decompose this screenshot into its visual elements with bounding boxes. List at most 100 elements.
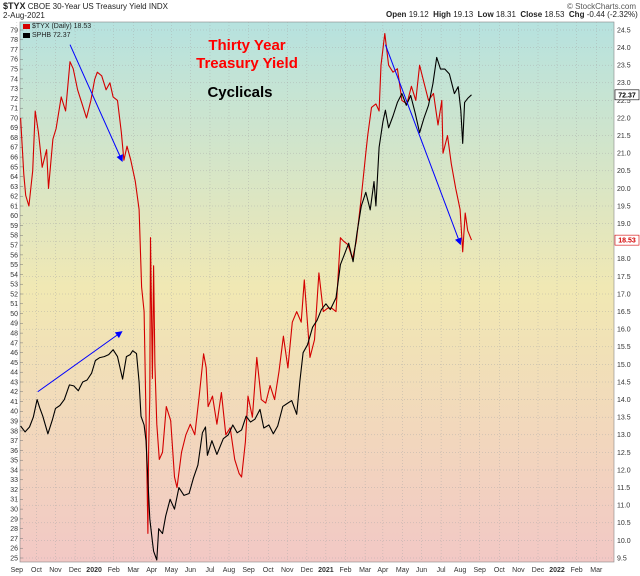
x-tick-label: Dec	[69, 567, 82, 574]
x-tick-label: Nov	[49, 567, 62, 574]
left-tick-label: 30	[10, 507, 18, 514]
open-value: 19.12	[408, 10, 429, 19]
x-tick-label: Mar	[359, 567, 372, 574]
tyx-last-value-tag-label: 18.53	[618, 238, 636, 245]
left-tick-label: 69	[10, 125, 18, 132]
right-tick-label: 11.0	[617, 503, 630, 510]
trend-arrow-head	[116, 154, 123, 162]
right-tick-label: 22.5	[617, 98, 631, 105]
y-grid	[20, 29, 614, 559]
high-label: High	[433, 10, 451, 19]
left-tick-label: 32	[10, 487, 18, 494]
left-tick-label: 54	[10, 272, 18, 279]
x-tick-label: Sep	[474, 567, 487, 574]
x-tick-label: Jul	[206, 567, 215, 574]
left-tick-label: 40	[10, 409, 18, 416]
x-tick-label: Mar	[590, 567, 603, 574]
left-tick-label: 42	[10, 389, 18, 396]
annotation-subtitle: Cyclicals	[207, 84, 273, 101]
right-tick-label: 24.5	[617, 27, 631, 34]
left-tick-label: 36	[10, 448, 18, 455]
chg-value: -0.44 (-2.32%)	[586, 10, 638, 19]
left-tick-label: 37	[10, 438, 18, 445]
left-tick-label: 27	[10, 536, 18, 543]
right-tick-label: 21.5	[617, 133, 631, 140]
left-tick-label: 60	[10, 213, 18, 220]
x-tick-label: May	[165, 567, 179, 574]
legend-label-tyx: $TYX (Daily) 18.53	[32, 23, 92, 30]
left-tick-label: 35	[10, 458, 18, 465]
right-tick-label: 14.0	[617, 397, 631, 404]
left-tick-label: 34	[10, 467, 18, 474]
left-tick-label: 67	[10, 145, 18, 152]
symbol: $TYX	[3, 1, 26, 11]
right-tick-label: 20.5	[617, 168, 631, 175]
legend: $TYX (Daily) 18.53 SPHB 72.37	[23, 22, 91, 40]
series-line-tyx	[20, 32, 473, 534]
annotation-title-line2: Treasury Yield	[196, 55, 298, 72]
right-tick-label: 23.0	[617, 80, 631, 87]
x-tick-label: Mar	[127, 567, 140, 574]
right-tick-label: 19.5	[617, 203, 631, 210]
right-tick-label: 16.5	[617, 309, 631, 316]
close-label: Close	[520, 10, 543, 19]
x-tick-label: Sep	[242, 567, 255, 574]
plot-background	[19, 21, 615, 563]
left-tick-label: 75	[10, 67, 18, 74]
x-tick-label: Dec	[532, 567, 545, 574]
right-tick-label: 9.5	[617, 555, 627, 562]
left-tick-label: 31	[10, 497, 18, 504]
trend-arrow-shaft	[384, 44, 459, 239]
right-tick-label: 15.5	[617, 344, 631, 351]
x-tick-label: Jun	[416, 567, 427, 574]
x-tick-label: May	[396, 567, 410, 574]
right-tick-label: 13.5	[617, 415, 631, 422]
x-tick-label: Nov	[512, 567, 525, 574]
right-tick-label: 24.0	[617, 45, 631, 52]
right-tick-label: 17.5	[617, 274, 631, 281]
left-tick-label: 28	[10, 526, 18, 533]
right-tick-label: 12.0	[617, 467, 631, 474]
left-tick-label: 38	[10, 428, 18, 435]
symbol-name: CBOE 30-Year US Treasury Yield INDX	[27, 2, 168, 11]
last-value-tags: 72.37 18.53	[614, 89, 640, 246]
left-tick-label: 57	[10, 243, 18, 250]
left-tick-label: 72	[10, 96, 18, 103]
annotation-title-line1: Thirty Year	[208, 37, 286, 54]
left-tick-label: 41	[10, 399, 18, 406]
left-tick-label: 52	[10, 291, 18, 298]
legend-swatch-sphb	[23, 32, 30, 38]
left-tick-label: 44	[10, 370, 18, 377]
x-tick-label: Oct	[263, 567, 274, 574]
left-tick-label: 29	[10, 516, 18, 523]
left-tick-label: 70	[10, 115, 18, 122]
left-tick-label: 25	[10, 555, 18, 562]
x-tick-label: 2022	[549, 567, 565, 574]
right-tick-label: 13.0	[617, 432, 631, 439]
left-tick-label: 79	[10, 27, 18, 34]
left-axis-ticks: 25 26 27 28 29 30 31 32 33 34 35 36 37 38 39 40 41 42 43 44…	[10, 27, 23, 562]
series-line-sphb	[20, 56, 472, 561]
legend-item-sphb: SPHB 72.37	[23, 31, 91, 40]
sphb-last-value-tag-box	[614, 89, 640, 101]
left-tick-label: 58	[10, 233, 18, 240]
left-tick-label: 65	[10, 164, 18, 171]
right-tick-label: 18.0	[617, 256, 631, 263]
x-grid	[16, 22, 597, 562]
left-tick-label: 59	[10, 223, 18, 230]
left-tick-label: 55	[10, 262, 18, 269]
right-tick-label: 20.0	[617, 186, 631, 193]
left-tick-label: 48	[10, 331, 18, 338]
right-tick-label: 21.0	[617, 151, 631, 158]
trend-arrow-head	[455, 237, 462, 246]
left-tick-label: 49	[10, 321, 18, 328]
legend-label-sphb: SPHB 72.37	[32, 32, 71, 39]
left-tick-label: 46	[10, 350, 18, 357]
ohlc-readout: Open 19.12 High 19.13 Low 18.31 Close 18…	[386, 10, 638, 19]
x-tick-label: Aug	[454, 567, 467, 574]
arrow-layer	[37, 44, 462, 393]
right-tick-label: 10.0	[617, 538, 631, 545]
left-tick-label: 71	[10, 106, 18, 113]
right-tick-label: 16.0	[617, 327, 631, 334]
